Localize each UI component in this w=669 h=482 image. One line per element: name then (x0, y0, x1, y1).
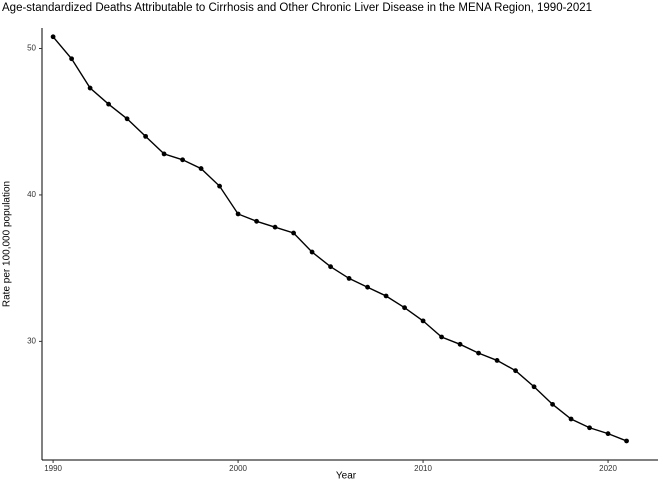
point (198, 166, 204, 171)
x-tick-label: 1990 (44, 464, 62, 473)
point (624, 438, 629, 444)
point (365, 284, 370, 290)
point (50, 34, 56, 40)
point (402, 305, 407, 311)
point (272, 224, 278, 230)
point (476, 350, 481, 356)
point (161, 151, 167, 157)
point (457, 341, 463, 347)
x-tick-label: 2010 (414, 464, 432, 473)
point (124, 116, 130, 122)
point (568, 416, 574, 422)
point (439, 334, 444, 340)
y-tick-label: 50 (27, 44, 36, 53)
point (531, 384, 537, 390)
point (513, 368, 518, 374)
point (605, 431, 611, 437)
x-tick-label: 2020 (599, 464, 617, 473)
point (106, 101, 111, 107)
line (52, 36, 627, 442)
x-tick-label: 2000 (229, 464, 247, 473)
point (143, 133, 148, 139)
point (254, 218, 259, 224)
point (550, 401, 555, 407)
point (69, 56, 74, 62)
point (309, 249, 315, 255)
point (328, 264, 333, 270)
x-axis-label: Year (336, 471, 357, 482)
point (346, 276, 352, 281)
point (383, 293, 389, 299)
y-axis-label: Rate per 100,000 population (2, 181, 13, 307)
point (87, 85, 93, 91)
point (217, 183, 222, 189)
point (235, 211, 241, 217)
chart-title: Age-standardized Deaths Attributable to … (2, 2, 592, 14)
point (420, 318, 426, 324)
y-tick-label: 30 (27, 336, 36, 345)
point (180, 157, 185, 163)
point (587, 425, 592, 431)
point (494, 358, 500, 363)
point (291, 230, 296, 236)
y-tick-label: 40 (27, 190, 36, 199)
